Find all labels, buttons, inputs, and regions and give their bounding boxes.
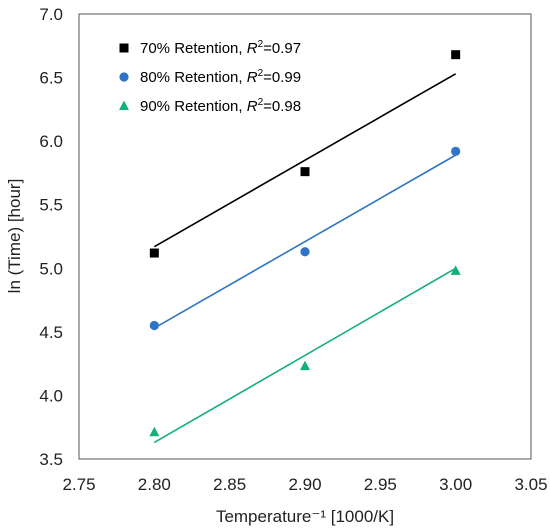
plot-frame	[78, 13, 532, 460]
legend-label-prefix: 90% Retention,	[140, 98, 247, 115]
y-tick-label: 6.0	[39, 132, 63, 151]
data-point-series-2	[300, 247, 310, 257]
legend-label-prefix: 70% Retention,	[140, 40, 247, 57]
x-tick-label: 2.85	[213, 475, 246, 494]
legend-label-prefix: 80% Retention,	[140, 69, 247, 86]
y-tick-label: 5.0	[39, 259, 63, 278]
y-tick-label: 5.5	[39, 196, 63, 215]
y-tick-label: 7.0	[39, 5, 63, 24]
y-tick-label: 3.5	[39, 450, 63, 469]
x-tick-label: 2.80	[138, 475, 171, 494]
x-tick-label: 2.90	[288, 475, 321, 494]
data-point-series-3	[300, 360, 310, 371]
legend-marker-series-1	[119, 43, 129, 53]
legend-marker-series-2	[119, 72, 129, 82]
y-axis-title: ln (Time) [hour]	[5, 179, 24, 294]
legend-label-series-1: 70% Retention, R2=0.97	[140, 39, 301, 57]
data-point-series-2	[149, 320, 159, 331]
data-point-series-3	[450, 265, 461, 275]
legend-r-symbol: R	[247, 40, 258, 57]
x-tick-label: 3.00	[439, 475, 472, 494]
y-tick-label: 6.5	[39, 69, 63, 88]
x-tick-label: 3.05	[514, 475, 547, 494]
x-axis-title: Temperature⁻¹ [1000/K]	[216, 507, 394, 526]
legend-r2-value: =0.98	[263, 98, 301, 115]
legend-r2-value: =0.97	[263, 40, 301, 57]
x-tick-labels: 2.75 2.80 2.85 2.90 2.95 3.00 3.05	[62, 475, 547, 494]
fit-line-series-2	[153, 154, 457, 329]
data-point-series-2	[451, 146, 461, 156]
fit-line-series-3	[153, 267, 457, 444]
legend-label-series-2: 80% Retention, R2=0.99	[140, 68, 301, 86]
data-point-series-1	[300, 167, 310, 177]
x-tick-label: 2.95	[364, 475, 397, 494]
legend-r-symbol: R	[247, 69, 258, 86]
legend-superscript: 2	[258, 39, 264, 50]
fit-lines	[153, 73, 457, 444]
legend-r2-value: =0.99	[263, 69, 301, 86]
legend-marker-series-3	[119, 100, 129, 110]
data-points	[149, 50, 461, 437]
x-tick-label: 2.75	[62, 475, 95, 494]
legend-superscript: 2	[258, 97, 264, 108]
legend-label-series-3: 90% Retention, R2=0.98	[140, 97, 301, 115]
legend-r-symbol: R	[247, 98, 258, 115]
y-tick-labels: 3.5 4.0 4.5 5.0 5.5 6.0 6.5 7.0	[39, 5, 63, 469]
data-point-series-3	[149, 426, 160, 437]
legend-superscript: 2	[258, 68, 264, 79]
y-tick-label: 4.0	[39, 386, 63, 405]
data-point-series-1	[451, 50, 461, 60]
y-tick-label: 4.5	[39, 323, 63, 342]
fit-line-series-1	[153, 73, 457, 248]
data-point-series-1	[149, 248, 159, 258]
